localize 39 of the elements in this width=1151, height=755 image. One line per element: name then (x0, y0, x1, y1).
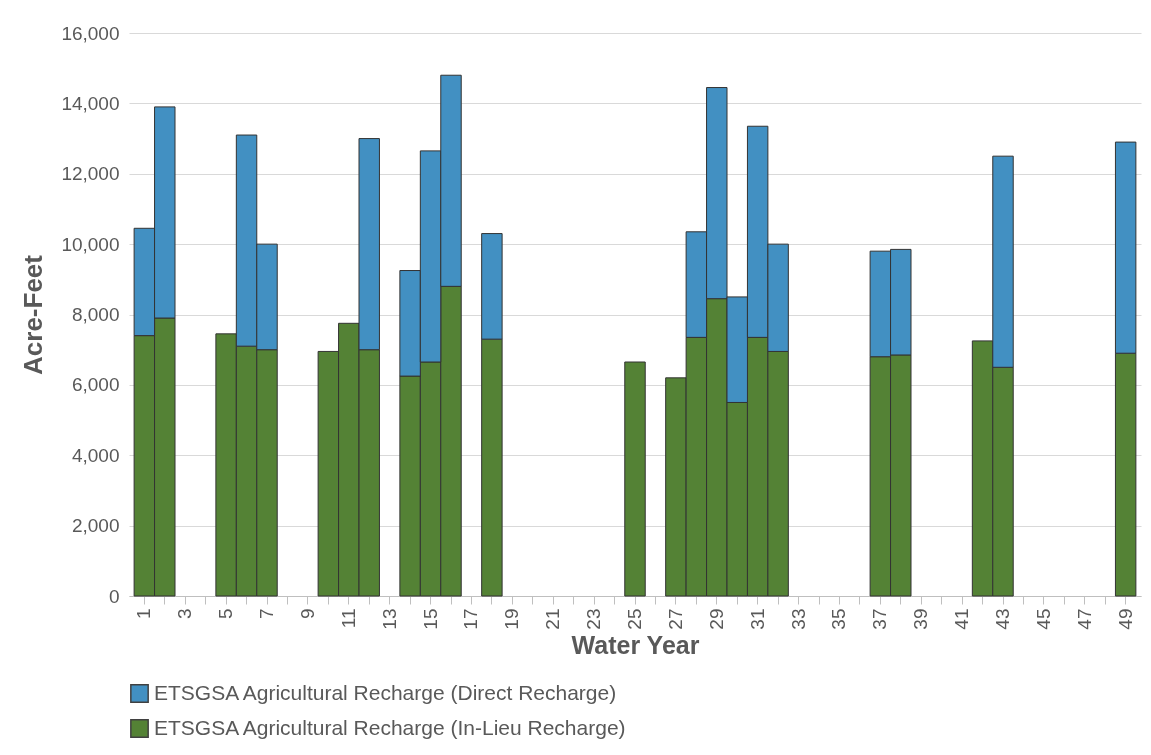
y-tick-label: 14,000 (61, 92, 120, 114)
x-tick-label: 49 (1114, 608, 1136, 630)
x-tick-label: 7 (256, 608, 277, 620)
x-tick-label: 29 (705, 608, 727, 630)
legend-label: ETSGSA Agricultural Recharge (Direct Recharge) (154, 680, 617, 704)
x-tick-label: 45 (1032, 608, 1054, 630)
y-tick-label: 4,000 (71, 444, 120, 466)
y-tick-label: 8,000 (71, 304, 120, 325)
x-tick-label: 41 (951, 608, 973, 630)
x-tick-label: 15 (419, 608, 441, 630)
x-tick-label: 33 (787, 608, 809, 630)
y-tick-label: 0 (108, 585, 120, 607)
x-tick-label: 47 (1073, 608, 1095, 630)
x-tick-label: 23 (583, 608, 605, 630)
x-tick-label: 35 (828, 608, 850, 630)
x-tick-label: 21 (542, 608, 564, 630)
x-axis-title: Water Year (571, 630, 700, 659)
y-tick-label: 10,000 (61, 233, 120, 255)
x-tick-label: 13 (378, 608, 400, 630)
x-tick-label: 37 (869, 608, 891, 630)
y-tick-label: 2,000 (71, 515, 120, 537)
x-tick-label: 27 (664, 608, 686, 630)
x-tick-label: 43 (992, 608, 1013, 630)
x-tick-label: 1 (133, 608, 155, 620)
y-tick-label: 6,000 (71, 374, 120, 396)
x-tick-label: 5 (215, 608, 237, 620)
y-axis-title: Acre-Feet (18, 254, 49, 375)
x-tick-label: 39 (910, 608, 932, 630)
x-tick-label: 17 (460, 608, 482, 630)
x-tick-label: 11 (337, 608, 359, 629)
x-tick-label: 3 (174, 608, 196, 620)
x-tick-label: 9 (296, 608, 318, 620)
x-tick-label: 25 (624, 608, 645, 630)
x-tick-label: 31 (746, 608, 768, 630)
y-tick-label: 12,000 (61, 163, 120, 185)
y-tick-label: 16,000 (61, 22, 120, 44)
legend-label: ETSGSA Agricultural Recharge (In-Lieu Recharge) (154, 715, 626, 739)
bar (624, 361, 646, 597)
x-tick-label: 19 (501, 608, 523, 630)
